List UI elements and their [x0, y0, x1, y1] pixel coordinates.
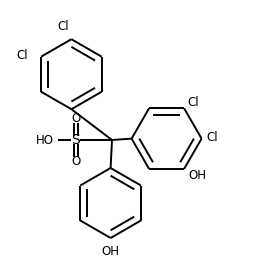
Text: S: S	[71, 133, 80, 147]
Text: OH: OH	[188, 169, 206, 182]
Text: Cl: Cl	[187, 96, 199, 109]
Text: O: O	[71, 112, 80, 125]
Text: Cl: Cl	[17, 49, 29, 62]
Text: Cl: Cl	[57, 20, 69, 33]
Text: Cl: Cl	[207, 131, 218, 144]
Text: O: O	[71, 155, 80, 168]
Text: HO: HO	[36, 134, 54, 146]
Text: OH: OH	[102, 245, 120, 258]
